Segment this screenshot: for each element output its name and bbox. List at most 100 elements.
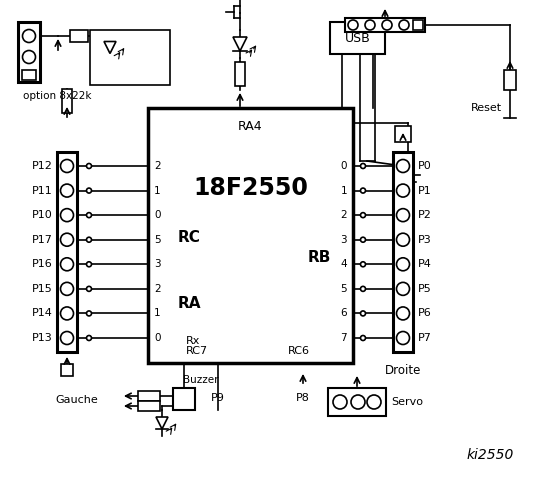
Text: 2: 2 — [341, 210, 347, 220]
Text: 6: 6 — [341, 309, 347, 318]
Bar — [504, 70, 516, 90]
Circle shape — [365, 20, 375, 30]
Text: 0: 0 — [154, 210, 160, 220]
Circle shape — [86, 237, 91, 242]
Circle shape — [86, 262, 91, 267]
Bar — [57, 152, 77, 352]
Text: 2: 2 — [154, 284, 160, 294]
Bar — [18, 22, 40, 82]
Text: Servo: Servo — [391, 397, 423, 407]
Circle shape — [60, 258, 74, 271]
Text: 5: 5 — [154, 235, 160, 245]
Text: P2: P2 — [418, 210, 432, 220]
Bar — [70, 30, 88, 42]
Bar — [148, 108, 353, 363]
Text: P13: P13 — [32, 333, 53, 343]
Bar — [345, 18, 425, 32]
Text: 2: 2 — [154, 161, 160, 171]
Circle shape — [361, 311, 366, 316]
Text: 3: 3 — [154, 259, 160, 269]
Text: 1: 1 — [154, 186, 160, 195]
Text: P15: P15 — [32, 284, 53, 294]
Circle shape — [60, 159, 74, 172]
Circle shape — [60, 332, 74, 345]
Text: P8: P8 — [296, 393, 310, 403]
Circle shape — [60, 282, 74, 295]
Circle shape — [397, 258, 410, 271]
Circle shape — [361, 287, 366, 291]
Text: P1: P1 — [418, 186, 432, 195]
Circle shape — [351, 395, 365, 409]
Text: 7: 7 — [341, 333, 347, 343]
Bar — [62, 89, 72, 113]
Text: P6: P6 — [418, 309, 432, 318]
Circle shape — [60, 307, 74, 320]
Circle shape — [382, 20, 392, 30]
Circle shape — [361, 336, 366, 340]
Text: P9: P9 — [211, 393, 225, 403]
Circle shape — [397, 184, 410, 197]
Text: P14: P14 — [32, 309, 53, 318]
Bar — [138, 391, 160, 401]
Circle shape — [361, 213, 366, 217]
Circle shape — [333, 395, 347, 409]
Text: Rx: Rx — [186, 336, 200, 346]
Text: 4: 4 — [341, 259, 347, 269]
Text: P11: P11 — [32, 186, 53, 195]
Circle shape — [60, 209, 74, 222]
Bar — [61, 364, 73, 376]
Text: P4: P4 — [418, 259, 432, 269]
Circle shape — [397, 282, 410, 295]
Bar — [90, 30, 170, 85]
Circle shape — [397, 332, 410, 345]
Circle shape — [399, 20, 409, 30]
Bar — [395, 126, 411, 142]
Bar — [413, 20, 423, 30]
Circle shape — [397, 209, 410, 222]
Text: P17: P17 — [32, 235, 53, 245]
Text: P12: P12 — [32, 161, 53, 171]
Text: RC: RC — [178, 230, 201, 245]
Polygon shape — [156, 417, 168, 429]
Circle shape — [86, 336, 91, 340]
Circle shape — [23, 50, 35, 63]
Text: Buzzer: Buzzer — [183, 375, 218, 385]
Bar — [330, 22, 385, 54]
Polygon shape — [104, 41, 116, 53]
Text: RA: RA — [178, 296, 201, 311]
Bar — [235, 62, 245, 86]
Bar — [393, 152, 413, 352]
Circle shape — [361, 188, 366, 193]
Circle shape — [86, 164, 91, 168]
Circle shape — [367, 395, 381, 409]
Text: ki2550: ki2550 — [466, 448, 514, 462]
Bar — [173, 388, 195, 410]
Text: 5: 5 — [341, 284, 347, 294]
Text: P16: P16 — [32, 259, 53, 269]
Circle shape — [86, 213, 91, 217]
Text: 18F2550: 18F2550 — [193, 176, 308, 200]
Text: 0: 0 — [154, 333, 160, 343]
Circle shape — [361, 237, 366, 242]
Circle shape — [23, 29, 35, 43]
Bar — [22, 70, 36, 80]
Text: 3: 3 — [341, 235, 347, 245]
Text: 1: 1 — [154, 309, 160, 318]
Circle shape — [86, 287, 91, 291]
Circle shape — [397, 233, 410, 246]
Text: RA4: RA4 — [238, 120, 263, 132]
Text: P5: P5 — [418, 284, 432, 294]
Text: USB: USB — [345, 32, 371, 45]
Circle shape — [60, 233, 74, 246]
Bar — [138, 401, 160, 411]
Text: RC6: RC6 — [288, 346, 310, 356]
Circle shape — [397, 307, 410, 320]
Circle shape — [361, 262, 366, 267]
Text: P10: P10 — [32, 210, 53, 220]
Text: 0: 0 — [341, 161, 347, 171]
Text: P7: P7 — [418, 333, 432, 343]
Text: Reset: Reset — [471, 103, 502, 113]
Text: option 8x22k: option 8x22k — [23, 91, 91, 101]
Circle shape — [397, 159, 410, 172]
Text: P0: P0 — [418, 161, 432, 171]
